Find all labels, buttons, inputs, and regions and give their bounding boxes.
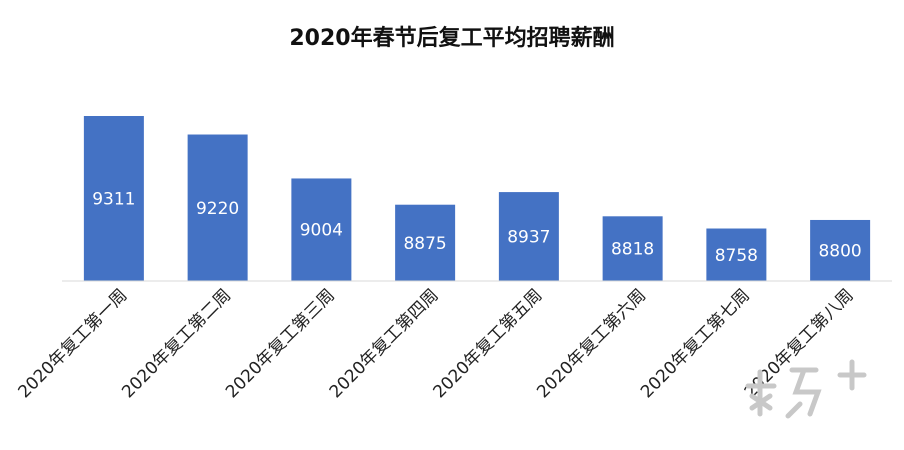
bar-8 — [810, 219, 871, 281]
bar-2 — [187, 134, 248, 281]
bar-4 — [395, 204, 456, 281]
x-tick-label-6: 2020年复工第六周 — [533, 285, 650, 402]
data-label-5: 8937 — [507, 228, 550, 248]
x-tick-label-2: 2020年复工第二周 — [118, 285, 235, 402]
bar-5 — [498, 192, 559, 281]
chart-title: 2020年春节后复工平均招聘薪酬 — [289, 26, 615, 51]
x-tick-labels-layer: 2020年复工第一周2020年复工第二周2020年复工第三周2020年复工第四周… — [15, 285, 858, 402]
data-label-7: 8758 — [715, 246, 758, 266]
bars-layer — [83, 116, 871, 281]
bar-7 — [706, 228, 767, 281]
data-label-2: 9220 — [196, 199, 239, 219]
bar-6 — [602, 216, 663, 281]
data-label-4: 8875 — [403, 234, 446, 254]
data-label-8: 8800 — [818, 241, 861, 261]
x-tick-label-3: 2020年复工第三周 — [222, 285, 339, 402]
nanfang-plus-logo-icon — [745, 359, 867, 419]
x-tick-label-7: 2020年复工第七周 — [637, 285, 754, 402]
data-label-3: 9004 — [300, 221, 343, 241]
data-label-1: 9311 — [92, 190, 135, 210]
bar-1 — [83, 116, 144, 281]
x-tick-label-4: 2020年复工第四周 — [326, 285, 443, 402]
data-labels-layer: 9311 9220 9004 8875 8937 8818 8758 8800 — [92, 190, 862, 266]
bar-3 — [291, 178, 352, 281]
x-tick-label-1: 2020年复工第一周 — [15, 285, 132, 402]
data-label-6: 8818 — [611, 240, 654, 260]
x-tick-label-5: 2020年复工第五周 — [430, 285, 547, 402]
